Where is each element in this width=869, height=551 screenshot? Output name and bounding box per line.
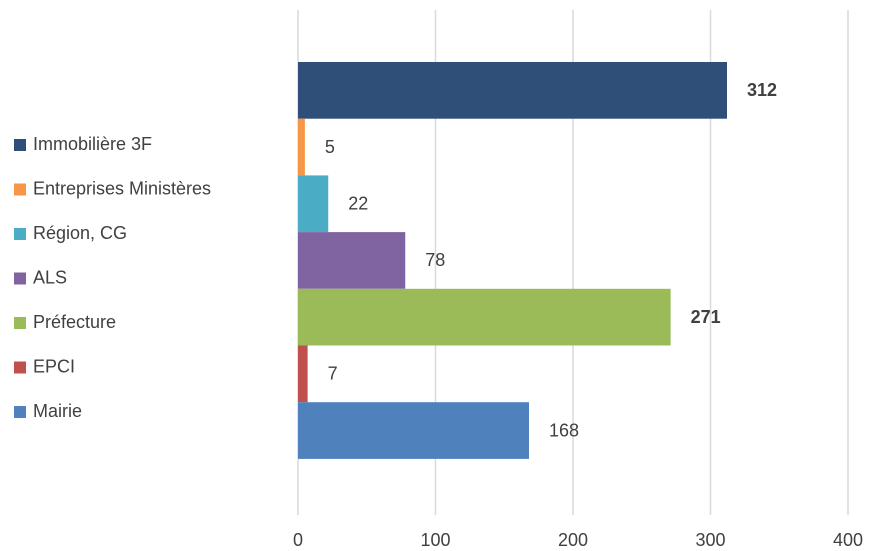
data-label: 22: [348, 194, 368, 214]
legend-swatch: [14, 361, 26, 374]
bar: [298, 62, 727, 119]
bar: [298, 232, 406, 289]
x-tick-label: 100: [420, 530, 450, 550]
x-tick-label: 400: [833, 530, 863, 550]
legend-swatch: [14, 272, 26, 285]
bar: [298, 175, 329, 233]
x-tick-label: 0: [293, 530, 303, 550]
legend-swatch: [14, 139, 26, 151]
legend-label: Entreprises Ministères: [33, 178, 211, 198]
legend-swatch: [14, 183, 26, 196]
legend-label: Préfecture: [33, 312, 116, 332]
legend-label: EPCI: [33, 356, 75, 376]
bar: [298, 402, 529, 459]
bar: [298, 288, 671, 346]
legend-swatch: [14, 406, 26, 418]
bar: [298, 345, 308, 403]
legend-label: ALS: [33, 267, 67, 287]
data-label: 312: [747, 80, 777, 100]
data-label: 5: [325, 137, 335, 157]
data-label: 271: [691, 307, 721, 327]
data-label: 78: [425, 250, 445, 270]
data-label: 168: [549, 420, 579, 440]
x-tick-label: 300: [695, 530, 725, 550]
legend-label: Immobilière 3F: [33, 134, 152, 154]
data-label: 7: [328, 364, 338, 384]
legend-swatch: [14, 317, 26, 329]
legend-label: Région, CG: [33, 223, 127, 243]
legend-label: Mairie: [33, 401, 82, 421]
bar: [298, 118, 305, 176]
legend-swatch: [14, 228, 26, 240]
x-tick-label: 200: [558, 530, 588, 550]
